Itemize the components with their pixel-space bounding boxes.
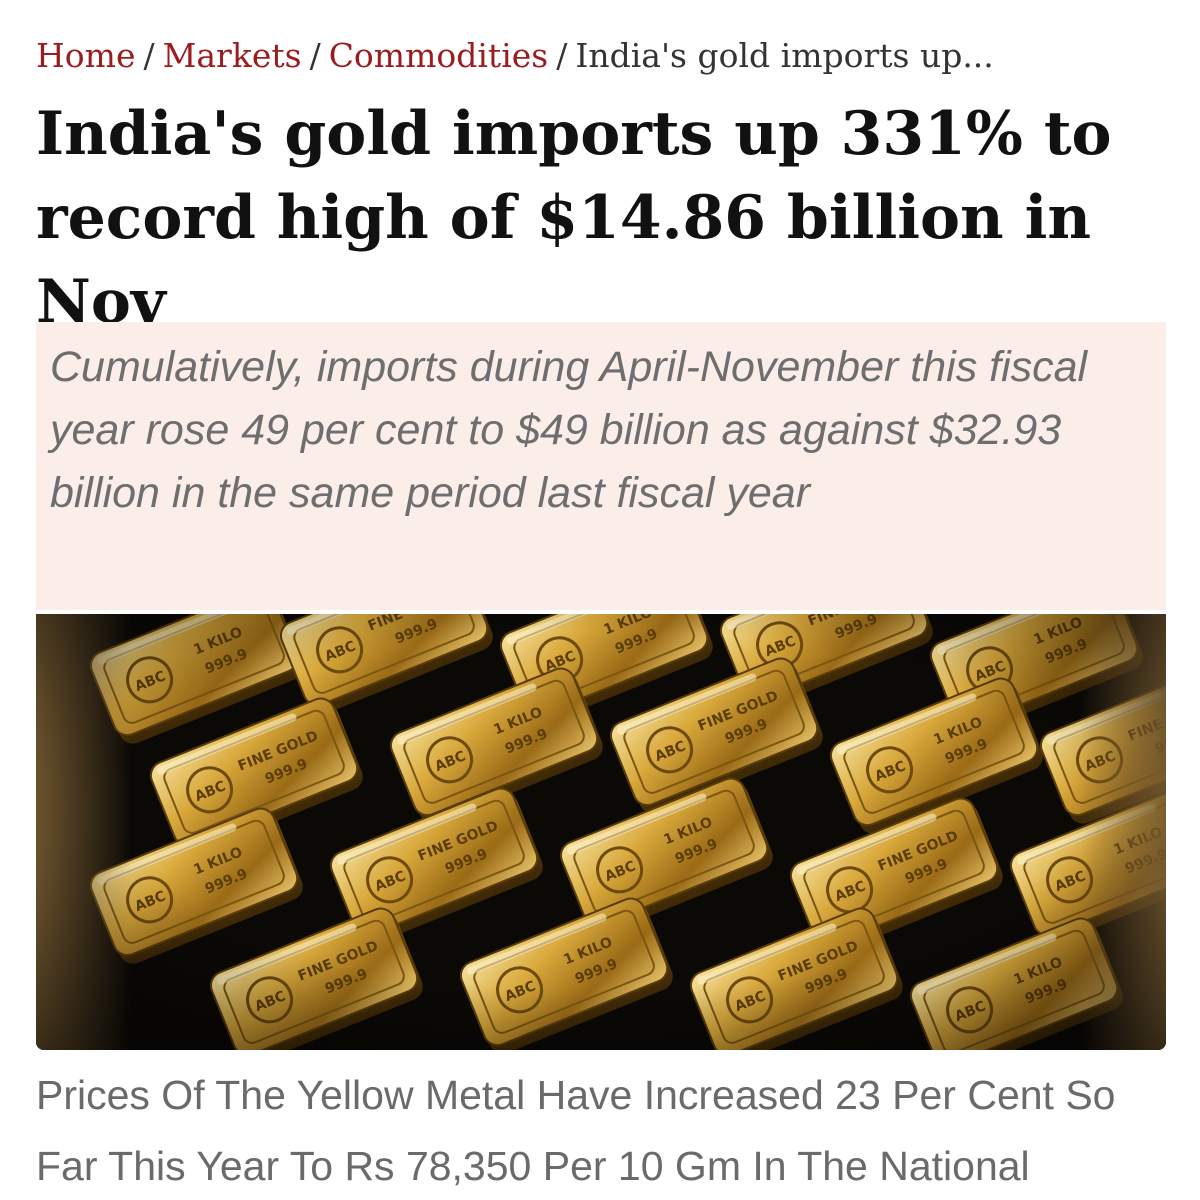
image-caption: Prices Of The Yellow Metal Have Increase… — [36, 1072, 1116, 1189]
gold-bars-illustration: ABC1 KILO999.9ABCFINE GOLD999.9ABC1 KILO… — [36, 614, 1166, 1050]
article-headline: India's gold imports up 331% to record h… — [36, 99, 1112, 337]
breadcrumb-current-page: India's gold imports up... — [575, 36, 994, 75]
article-summary-box: Cumulatively, imports during April-Novem… — [36, 322, 1166, 610]
article-hero-image: ABC1 KILO999.9ABCFINE GOLD999.9ABC1 KILO… — [36, 614, 1166, 1050]
breadcrumb-separator: / — [309, 36, 321, 75]
image-vignette — [36, 614, 1166, 1050]
article-summary: Cumulatively, imports during April-Novem… — [50, 343, 1088, 517]
breadcrumb-home-link[interactable]: Home — [36, 36, 136, 75]
breadcrumb-separator: / — [143, 36, 155, 75]
breadcrumb-markets-link[interactable]: Markets — [162, 36, 302, 75]
breadcrumb-separator: / — [556, 36, 568, 75]
breadcrumb: Home / Markets / Commodities / India's gold im… — [36, 28, 994, 84]
breadcrumb-commodities-link[interactable]: Commodities — [328, 36, 549, 75]
